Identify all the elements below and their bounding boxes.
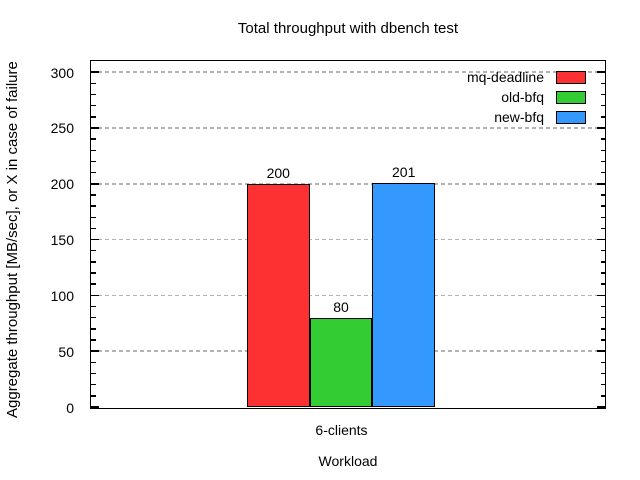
gridline [91, 294, 605, 297]
y-axis-tick [600, 283, 605, 285]
y-axis-tick [600, 227, 605, 230]
legend-swatch-new-bfq [556, 110, 586, 124]
y-axis-tick [91, 305, 96, 308]
y-tick-label: 150 [50, 232, 74, 249]
y-axis-tick [597, 71, 605, 73]
y-axis-tick [600, 328, 605, 330]
y-axis-tick [600, 116, 605, 118]
legend-swatch-old-bfq [556, 90, 586, 104]
y-axis-tick [91, 216, 96, 218]
y-axis-tick [91, 383, 96, 386]
y-axis-tick [91, 183, 99, 185]
legend-entry: mq-deadline [467, 67, 586, 87]
y-axis-tick [91, 93, 96, 96]
y-axis-tick [597, 406, 605, 408]
bar-value-label: 201 [392, 163, 416, 180]
y-axis-tick [91, 372, 96, 375]
legend-entry: old-bfq [467, 87, 586, 107]
y-axis-tick [597, 238, 605, 241]
y-axis-tick [91, 283, 96, 285]
y-axis-tick [600, 305, 605, 308]
bar-value-label: 200 [266, 164, 290, 181]
gridline [91, 71, 605, 73]
y-axis-tick [597, 294, 605, 297]
y-axis-tick [600, 249, 605, 252]
y-axis-tick [91, 194, 96, 196]
y-axis-tick [91, 406, 99, 408]
y-axis-tick [91, 238, 99, 241]
y-axis-tick [600, 205, 605, 207]
y-axis-tick [597, 127, 605, 129]
y-tick-label: 200 [50, 176, 74, 193]
legend-label: new-bfq [494, 109, 544, 125]
y-tick-label: 250 [50, 120, 74, 137]
y-axis-tick [91, 138, 96, 140]
y-axis-tick [600, 316, 605, 319]
y-axis-tick [91, 249, 96, 252]
plot-area: 200 80 201 mq-deadline old-bfq new-bfq [90, 60, 606, 409]
x-axis-label: Workload [318, 453, 378, 469]
y-axis-tick [600, 372, 605, 375]
bar-mq-deadline [246, 183, 310, 407]
y-axis-tick [91, 71, 99, 73]
plot-inner: 200 80 201 [91, 61, 605, 408]
y-axis-tick [600, 160, 605, 163]
y-axis-tick [600, 138, 605, 140]
y-tick-label: 0 [66, 399, 74, 416]
gridline [91, 238, 605, 241]
y-axis-tick [91, 339, 96, 341]
y-axis-tick [91, 350, 99, 352]
y-axis-tick [600, 272, 605, 274]
y-axis-tick [600, 261, 605, 263]
bar-old-bfq [309, 317, 373, 407]
legend: mq-deadline old-bfq new-bfq [467, 67, 586, 127]
y-tick-label: 50 [58, 343, 74, 360]
legend-swatch-mq-deadline [556, 70, 586, 84]
gridline [91, 183, 605, 185]
y-axis-tick [91, 294, 99, 297]
y-tick-label: 100 [50, 287, 74, 304]
y-axis-tick [600, 361, 605, 364]
y-axis-tick [600, 82, 605, 85]
y-axis-tick [600, 93, 605, 96]
y-axis-tick [91, 82, 96, 85]
y-axis-tick [91, 127, 99, 129]
y-tick-label: 300 [50, 64, 74, 81]
y-axis-tick [600, 171, 605, 174]
bar-new-bfq [372, 182, 436, 407]
y-axis-tick [91, 316, 96, 319]
y-axis-tick [600, 383, 605, 386]
y-axis-tick [91, 104, 96, 107]
y-axis-tick [91, 361, 96, 364]
y-axis-tick [91, 205, 96, 207]
y-axis-tick [600, 194, 605, 196]
y-axis-tick [600, 149, 605, 152]
bar-value-label: 80 [333, 298, 349, 315]
y-axis-tick [600, 339, 605, 341]
legend-label: mq-deadline [466, 69, 544, 85]
y-axis-tick [600, 104, 605, 107]
y-axis-tick [91, 328, 96, 330]
y-axis-tick [91, 395, 96, 397]
y-axis-tick [597, 183, 605, 185]
y-axis-tick [600, 216, 605, 218]
y-axis-tick [91, 116, 96, 118]
y-axis-tick [91, 160, 96, 163]
gridline [91, 127, 605, 129]
legend-label: old-bfq [501, 89, 544, 105]
y-axis-tick [91, 261, 96, 263]
chart-title: Total throughput with dbench test [237, 20, 459, 37]
y-axis-tick [600, 395, 605, 397]
y-axis-tick [91, 272, 96, 274]
x-tick-label: 6-clients [315, 422, 368, 438]
y-axis-tick [91, 171, 96, 174]
y-axis-tick [597, 350, 605, 352]
y-axis-tick [91, 149, 96, 152]
legend-entry: new-bfq [467, 107, 586, 127]
y-axis-tick [91, 227, 96, 230]
